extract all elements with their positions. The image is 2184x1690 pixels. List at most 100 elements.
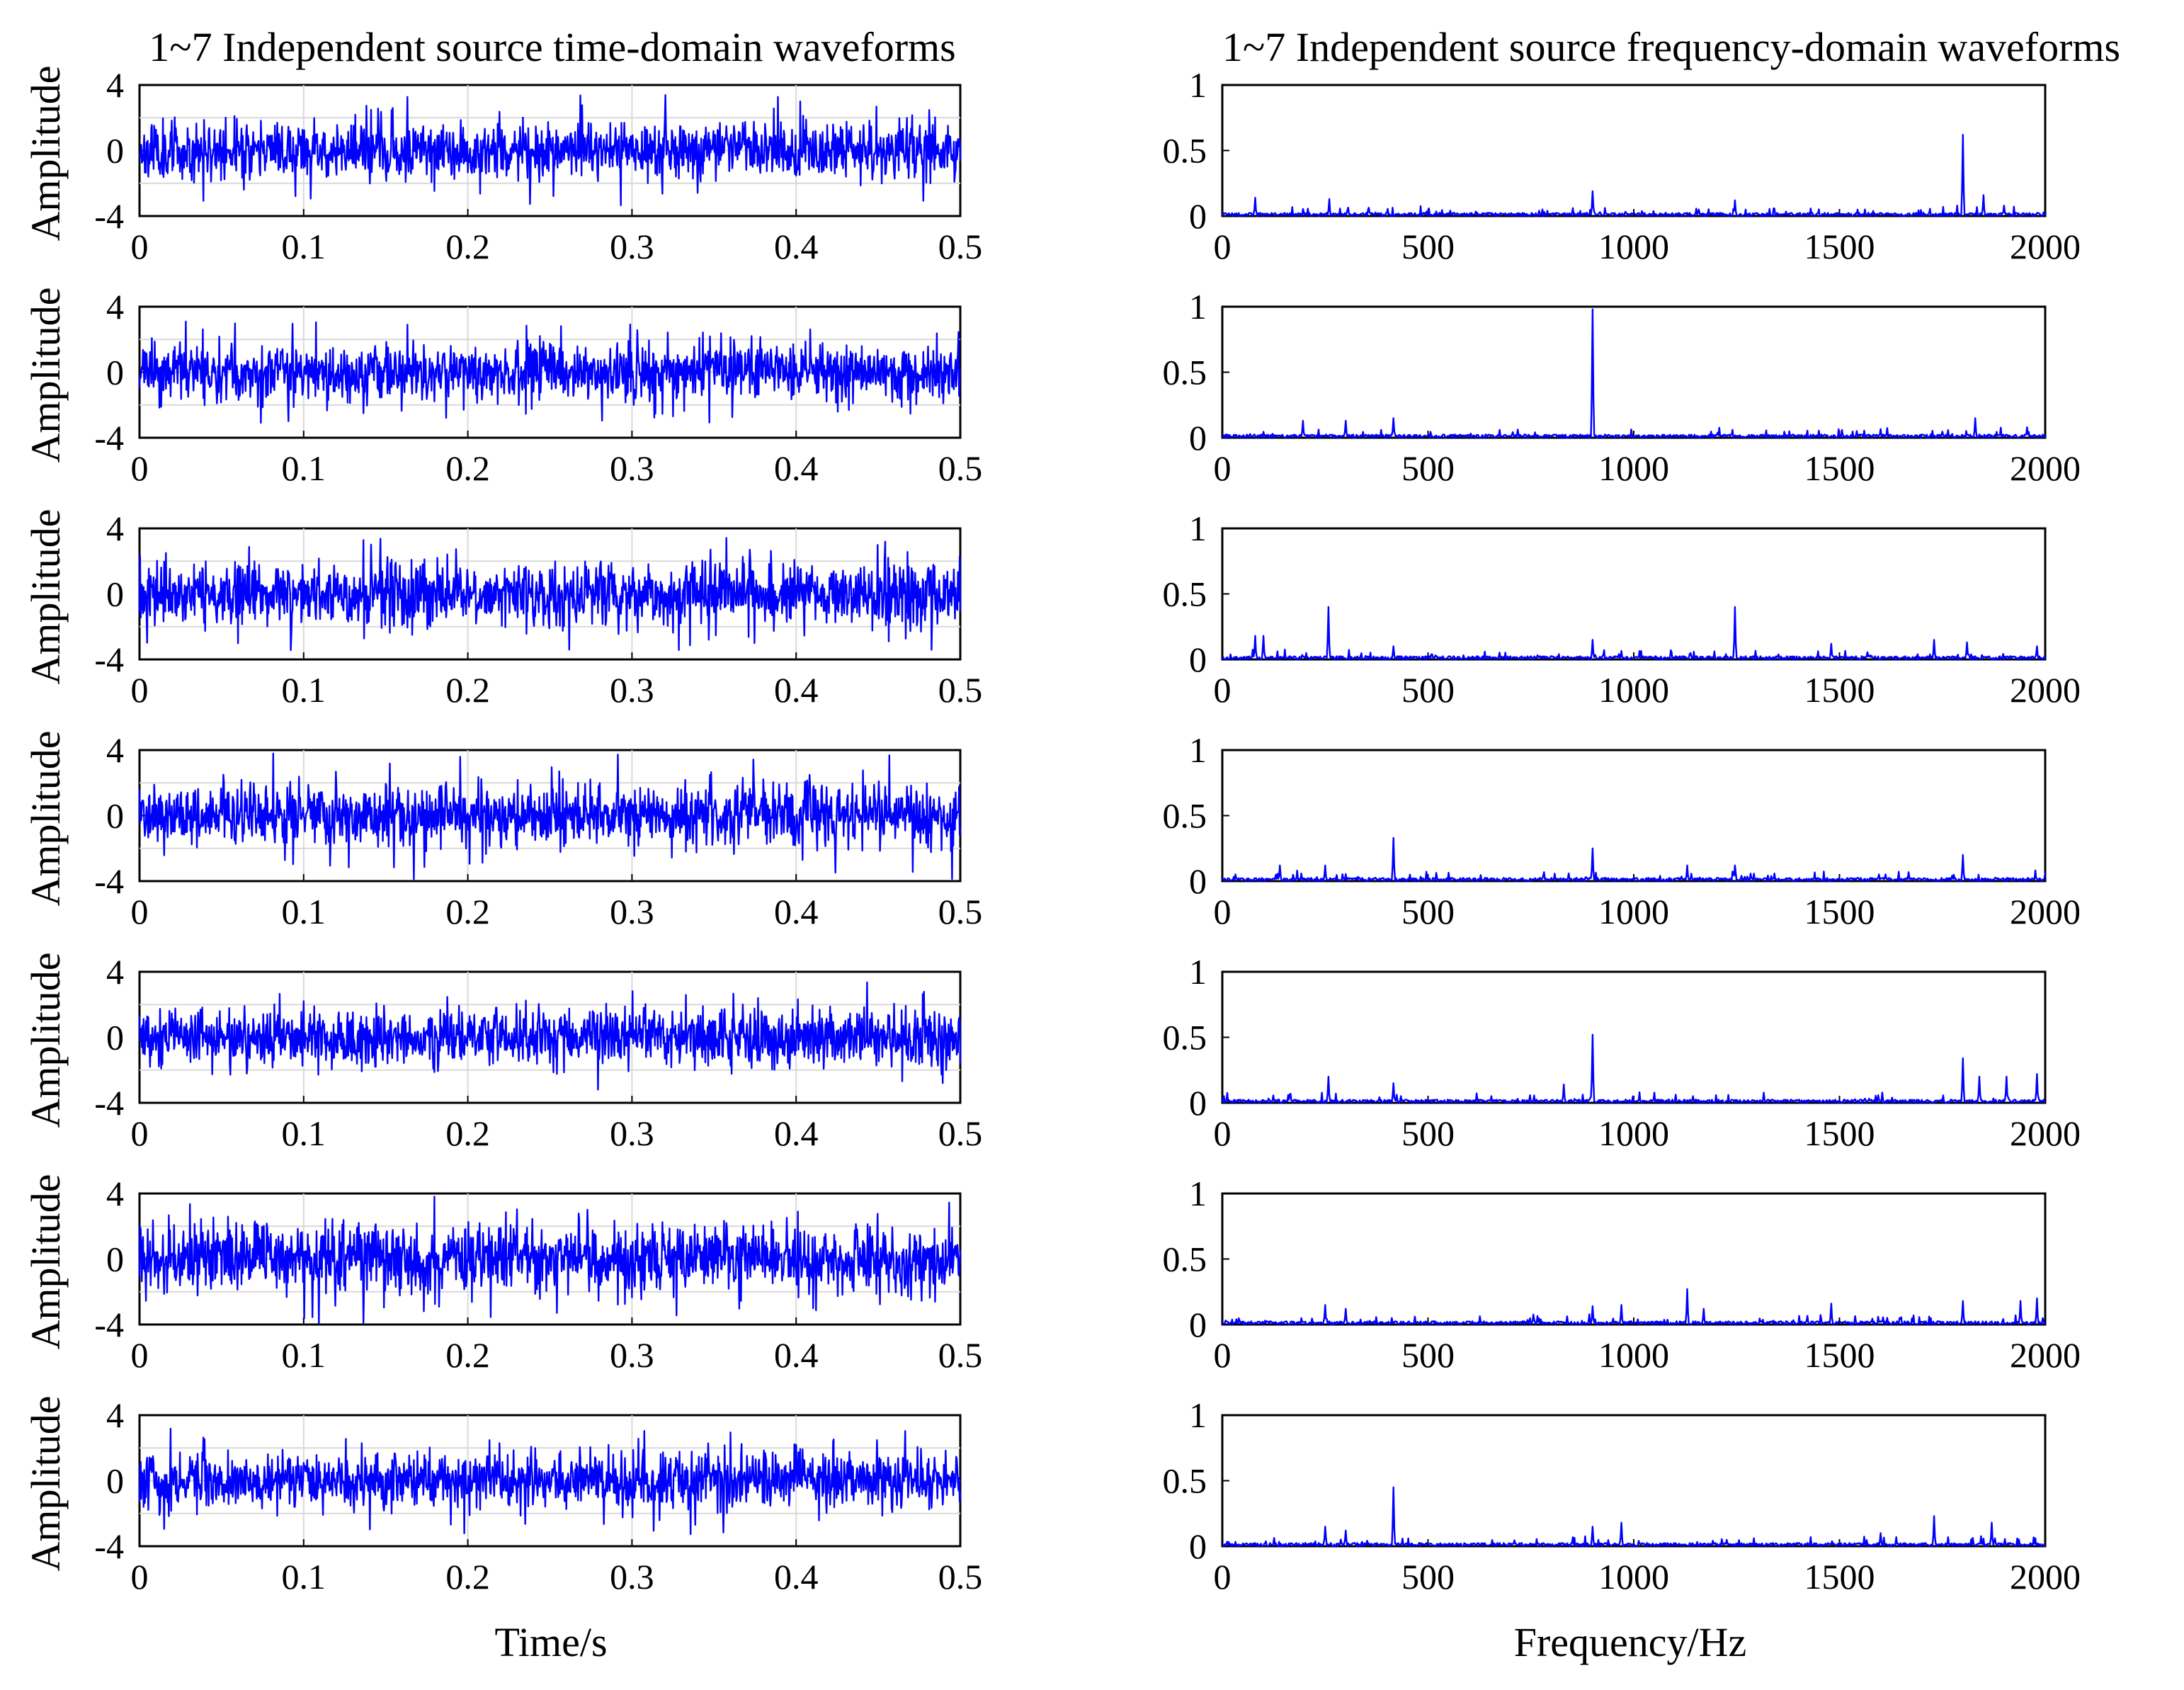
time-subplot-7-xtick-label: 0.4 (774, 1557, 819, 1597)
frequency-subplot-3-xtick-label: 500 (1401, 670, 1455, 710)
time-subplot-1-xtick-label: 0.5 (938, 227, 983, 266)
frequency-subplot-2-ytick-label: 0.5 (1163, 353, 1207, 392)
time-subplot-7-xtick-label: 0.5 (938, 1557, 983, 1597)
time-subplot-3-ytick-label: 4 (106, 509, 124, 548)
frequency-subplot-5-frame (1221, 970, 2047, 1104)
frequency-subplot-3-xtick-label: 2000 (2010, 670, 2081, 710)
time-series-line-4 (138, 752, 962, 880)
frequency-series-line-2 (1222, 308, 2047, 439)
frequency-series-line-3 (1221, 606, 2047, 661)
frequency-subplot-7-xtick-label: 1000 (1598, 1557, 1669, 1597)
time-subplot-6-xtick-label: 0 (131, 1335, 149, 1375)
time-y-axis-label-5: Amplitude (23, 952, 69, 1128)
frequency-subplot-7-xtick-label: 2000 (2010, 1557, 2081, 1597)
time-subplot-1-ytick-label: 0 (106, 131, 124, 171)
frequency-subplot-5-xtick-label: 2000 (2010, 1113, 2081, 1153)
frequency-subplot-4-xtick-label: 1000 (1598, 892, 1669, 931)
time-subplot-7-ytick-label: 4 (106, 1395, 124, 1435)
frequency-subplot-1-xtick-label: 500 (1401, 227, 1455, 266)
frequency-subplot-3-xtick-label: 0 (1214, 670, 1232, 710)
time-subplot-7-ytick-label: 0 (106, 1461, 124, 1501)
time-y-axis-label-1: Amplitude (23, 65, 69, 241)
time-subplot-6-ytick-label: 0 (106, 1240, 124, 1279)
frequency-subplot-4-xtick-label: 2000 (2010, 892, 2081, 931)
time-subplot-1-ytick-label: -4 (94, 196, 124, 236)
time-subplot-5-ytick-label: 0 (106, 1018, 124, 1057)
frequency-subplot-4-ytick-label: 1 (1189, 730, 1207, 770)
frequency-subplot-6-ytick-label: 0 (1189, 1305, 1207, 1344)
time-subplot-4-xtick-label: 0.1 (282, 892, 326, 931)
frequency-subplot-5-ytick-label: 1 (1189, 952, 1207, 992)
frequency-subplot-5: 0 500 1000 1500 2000 1 0.5 0 (1163, 952, 2081, 1153)
time-subplot-1-xtick-label: 0.1 (282, 227, 326, 266)
time-subplot-2-xtick-label: 0.5 (938, 448, 983, 488)
frequency-subplot-7-xtick-label: 0 (1214, 1557, 1232, 1597)
frequency-subplot-2-frame (1221, 305, 2047, 439)
frequency-subplot-4-ytick-label: 0 (1189, 861, 1207, 901)
time-subplot-5-xtick-label: 0 (131, 1113, 149, 1153)
frequency-subplot-2-xtick-label: 0 (1214, 448, 1232, 488)
frequency-series-line-1 (1221, 134, 2047, 217)
frequency-subplot-4-frame (1221, 749, 2047, 883)
subplot-grid: 0 0.1 0.2 0.3 0.4 0.540-40 500 1000 1500 200010.5… (23, 65, 2081, 1597)
time-subplot-2: 0 0.1 0.2 0.3 0.4 0.540-4 (94, 287, 982, 488)
time-y-axis-label-3: Amplitude (23, 509, 69, 684)
time-subplot-3-xtick-label: 0.4 (774, 670, 819, 710)
frequency-subplot-1-ytick-label: 0 (1189, 196, 1207, 236)
frequency-series-line-5 (1221, 1033, 2046, 1104)
time-subplot-3-ytick-label: -4 (94, 640, 124, 679)
time-series-line-1 (138, 94, 962, 206)
time-y-axis-label-7: Amplitude (23, 1395, 69, 1571)
time-subplot-3-xtick-label: 0.1 (282, 670, 326, 710)
frequency-subplot-5-xtick-label: 0 (1214, 1113, 1232, 1153)
time-subplot-1: 0 0.1 0.2 0.3 0.4 0.540-4 (94, 65, 982, 266)
time-y-axis-label-2: Amplitude (23, 287, 69, 463)
time-subplot-1-xtick-label: 0.2 (445, 227, 490, 266)
time-subplot-3-ytick-label: 0 (106, 574, 124, 614)
time-x-axis-label: Time/s (494, 1619, 607, 1665)
frequency-subplot-2-xtick-label: 1500 (1804, 448, 1875, 488)
frequency-subplot-1-xtick-label: 1000 (1598, 227, 1669, 266)
frequency-subplot-7-ytick-label: 0.5 (1163, 1461, 1207, 1501)
time-subplot-1-xtick-label: 0.3 (610, 227, 654, 266)
frequency-x-axis-label: Frequency/Hz (1514, 1619, 1747, 1665)
frequency-subplot-6-xtick-label: 500 (1401, 1335, 1455, 1375)
frequency-subplot-3-xtick-label: 1500 (1804, 670, 1875, 710)
time-y-axis-label-4: Amplitude (23, 730, 69, 906)
time-subplot-5: 0 0.1 0.2 0.3 0.4 0.540-4 (94, 952, 982, 1153)
frequency-series-line-4 (1222, 837, 2047, 883)
time-subplot-6-ytick-label: -4 (94, 1305, 124, 1344)
time-subplot-7-ytick-label: -4 (94, 1526, 124, 1566)
time-subplot-6-xtick-label: 0.1 (282, 1335, 326, 1375)
time-subplot-3-xtick-label: 0.3 (610, 670, 654, 710)
frequency-subplot-1-ytick-label: 0.5 (1163, 131, 1207, 171)
time-subplot-1-xtick-label: 0 (131, 227, 149, 266)
time-subplot-7-xtick-label: 0.2 (445, 1557, 490, 1597)
frequency-series-line-7 (1222, 1486, 2046, 1548)
frequency-subplot-6-frame (1221, 1192, 2047, 1326)
time-subplot-7-xtick-label: 0.3 (610, 1557, 654, 1597)
frequency-subplot-4-xtick-label: 1500 (1804, 892, 1875, 931)
time-subplot-3-xtick-label: 0.2 (445, 670, 490, 710)
time-subplot-5-ytick-label: -4 (94, 1083, 124, 1123)
time-subplot-2-xtick-label: 0.4 (774, 448, 819, 488)
time-subplot-2-xtick-label: 0 (131, 448, 149, 488)
frequency-subplot-1: 0 500 1000 1500 2000 1 0.5 0 (1163, 65, 2081, 266)
time-subplot-2-xtick-label: 0.2 (445, 448, 490, 488)
time-subplot-4-xtick-label: 0.3 (610, 892, 654, 931)
time-subplot-4-xtick-label: 0 (131, 892, 149, 931)
frequency-subplot-4-xtick-label: 0 (1214, 892, 1232, 931)
frequency-series-line-6 (1222, 1288, 2045, 1326)
frequency-subplot-1-ytick-label: 1 (1189, 65, 1207, 105)
time-subplot-4-ytick-label: -4 (94, 861, 124, 901)
frequency-subplot-2-xtick-label: 1000 (1598, 448, 1669, 488)
frequency-subplot-1-xtick-label: 2000 (2010, 227, 2081, 266)
frequency-subplot-5-xtick-label: 1000 (1598, 1113, 1669, 1153)
frequency-subplot-1-xtick-label: 1500 (1804, 227, 1875, 266)
time-subplot-1-xtick-label: 0.4 (774, 227, 819, 266)
frequency-subplot-2-ytick-label: 1 (1189, 287, 1207, 327)
time-subplot-7: 0 0.1 0.2 0.3 0.4 0.540-4 (94, 1395, 982, 1597)
time-subplot-3-xtick-label: 0 (131, 670, 149, 710)
time-y-axis-label-6: Amplitude (23, 1174, 69, 1349)
